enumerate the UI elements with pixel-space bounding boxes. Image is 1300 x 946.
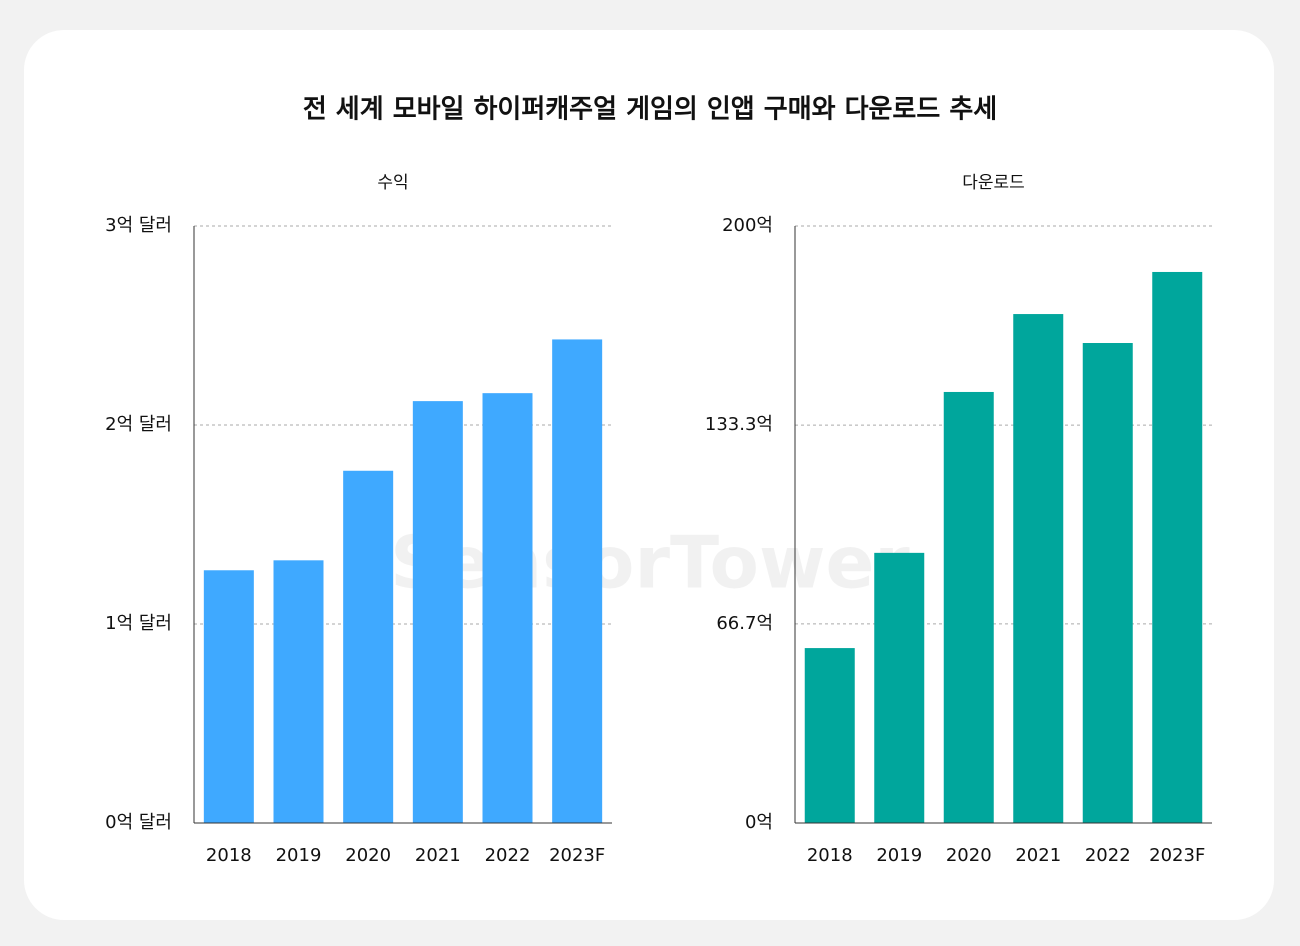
x-tick-label: 2018	[807, 845, 853, 866]
bar	[804, 648, 855, 823]
chart-subtitle: 다운로드	[962, 173, 1025, 193]
y-tick-label: 0억	[745, 812, 773, 833]
x-tick-label: 2022	[485, 845, 531, 866]
x-tick-label: 2018	[206, 845, 252, 866]
chart-subtitle: 수익	[377, 173, 408, 193]
x-tick-label: 2023F	[1149, 845, 1205, 866]
y-tick-label: 66.7억	[716, 613, 773, 634]
x-tick-label: 2021	[415, 845, 461, 866]
y-tick-label: 1억 달러	[105, 613, 172, 634]
x-tick-label: 2020	[345, 845, 391, 866]
x-tick-label: 2019	[276, 845, 322, 866]
watermark: SensorTower	[390, 521, 910, 605]
x-tick-label: 2021	[1015, 845, 1061, 866]
y-tick-label: 3억 달러	[105, 215, 172, 236]
bar	[1082, 343, 1133, 823]
x-tick-label: 2020	[946, 845, 992, 866]
x-tick-label: 2023F	[549, 845, 605, 866]
bar	[343, 470, 394, 823]
x-tick-label: 2022	[1085, 845, 1131, 866]
x-tick-label: 2019	[876, 845, 922, 866]
y-tick-label: 133.3억	[705, 414, 773, 435]
bar	[412, 401, 463, 823]
y-tick-label: 0억 달러	[105, 812, 172, 833]
bar	[874, 552, 925, 823]
bar	[1013, 314, 1064, 823]
bar	[1152, 271, 1203, 823]
y-tick-label: 2억 달러	[105, 414, 172, 435]
bar	[273, 560, 324, 823]
bar	[943, 391, 994, 823]
page-title: 전 세계 모바일 하이퍼캐주얼 게임의 인앱 구매와 다운로드 추세	[303, 95, 997, 125]
bar	[552, 339, 603, 823]
bar	[203, 570, 254, 823]
bar	[482, 393, 533, 823]
y-tick-label: 200억	[722, 215, 773, 236]
